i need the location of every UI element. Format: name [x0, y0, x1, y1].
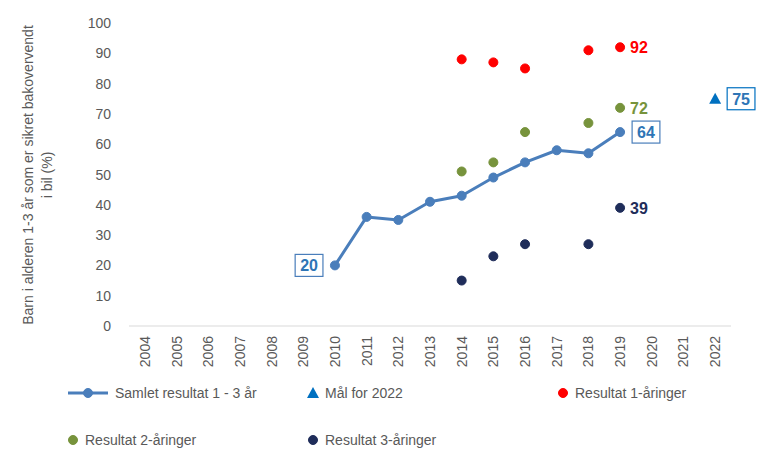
x-tick-label: 2017	[549, 336, 565, 367]
data-label-box	[632, 121, 660, 143]
data-label-box	[727, 88, 755, 110]
legend-label: Resultat 2-åringer	[85, 432, 197, 448]
data-point	[616, 43, 625, 52]
x-tick-label: 2019	[612, 336, 628, 367]
legend-marker	[309, 436, 318, 445]
x-tick-label: 2004	[137, 336, 153, 367]
legend: Samlet resultat 1 - 3 år Mål for 2022 Resu…	[68, 385, 687, 448]
x-tick-label: 2014	[454, 336, 470, 367]
x-tick-label: 2008	[264, 336, 280, 367]
y-axis-title: Barn i alderen 1-3 år som er sikret bako…	[20, 25, 36, 325]
data-point	[362, 212, 371, 221]
data-point	[616, 103, 625, 112]
data-point	[709, 93, 721, 104]
y-title-group: Barn i alderen 1-3 år som er sikret bako…	[20, 25, 55, 325]
y-tick-label: 70	[95, 106, 111, 122]
y-tick-label: 100	[88, 15, 112, 31]
x-tick-label: 2010	[327, 336, 343, 367]
data-point	[521, 128, 530, 137]
data-point	[426, 197, 435, 206]
y-tick-label: 20	[95, 257, 111, 273]
y-tick-label: 90	[95, 45, 111, 61]
y-tick-label: 30	[95, 227, 111, 243]
data-point	[457, 191, 466, 200]
y-tick-label: 0	[103, 318, 111, 334]
data-labels: 20 64 75 92 72 39	[295, 39, 755, 276]
x-tick-label: 2011	[359, 336, 375, 366]
x-axis-line	[129, 326, 731, 327]
data-point	[457, 167, 466, 176]
data-point	[330, 261, 339, 270]
data-point	[489, 173, 498, 182]
legend-label: Samlet resultat 1 - 3 år	[115, 385, 257, 401]
x-tick-label: 2020	[644, 336, 660, 367]
data-point	[584, 46, 593, 55]
y-tick-label: 60	[95, 136, 111, 152]
data-point	[584, 149, 593, 158]
data-label: 92	[630, 39, 648, 56]
y-tick-label: 50	[95, 167, 111, 183]
data-point	[394, 215, 403, 224]
data-point	[552, 146, 561, 155]
data-point	[616, 128, 625, 137]
series-line	[335, 132, 620, 265]
y-axis-line	[129, 23, 130, 326]
legend-marker	[307, 387, 319, 398]
legend-label: Resultat 1-åringer	[575, 385, 687, 401]
x-tick-label: 2012	[390, 336, 406, 367]
data-point	[616, 203, 625, 212]
data-label: 72	[630, 100, 648, 117]
data-point	[521, 158, 530, 167]
data-point	[521, 64, 530, 73]
x-tick-label: 2022	[707, 336, 723, 367]
plot-marks	[330, 43, 721, 285]
x-tick-label: 2013	[422, 336, 438, 367]
data-label: 75	[732, 91, 750, 108]
legend-label: Mål for 2022	[325, 385, 403, 401]
data-point	[584, 240, 593, 249]
x-tick-label: 2005	[169, 336, 185, 367]
legend-marker	[84, 389, 93, 398]
data-label: 20	[300, 257, 318, 274]
x-tick-label: 2016	[517, 336, 533, 367]
data-point	[457, 55, 466, 64]
x-tick-label: 2007	[232, 336, 248, 367]
x-tick-label: 2009	[295, 336, 311, 367]
legend-marker	[559, 389, 568, 398]
data-label-box	[295, 254, 323, 276]
data-point	[584, 118, 593, 127]
x-tick-label: 2018	[580, 336, 596, 367]
chart: 0 10 20 30 40 50 60 70 80 90 100 2004 2005 2006 2007 20…	[0, 0, 768, 463]
data-point	[489, 158, 498, 167]
legend-marker	[69, 436, 78, 445]
y-tick-label: 10	[95, 288, 111, 304]
data-point	[457, 276, 466, 285]
data-point	[489, 252, 498, 261]
data-label: 64	[637, 124, 655, 141]
x-tick-label: 2015	[485, 336, 501, 367]
y-axis-title: i bil (%)	[39, 152, 55, 199]
y-tick-label: 40	[95, 197, 111, 213]
x-tick-label: 2021	[675, 336, 691, 367]
y-tick-label: 80	[95, 76, 111, 92]
data-point	[521, 240, 530, 249]
x-tick-label: 2006	[200, 336, 216, 367]
data-label: 39	[630, 200, 648, 217]
data-point	[489, 58, 498, 67]
legend-label: Resultat 3-åringer	[325, 432, 437, 448]
